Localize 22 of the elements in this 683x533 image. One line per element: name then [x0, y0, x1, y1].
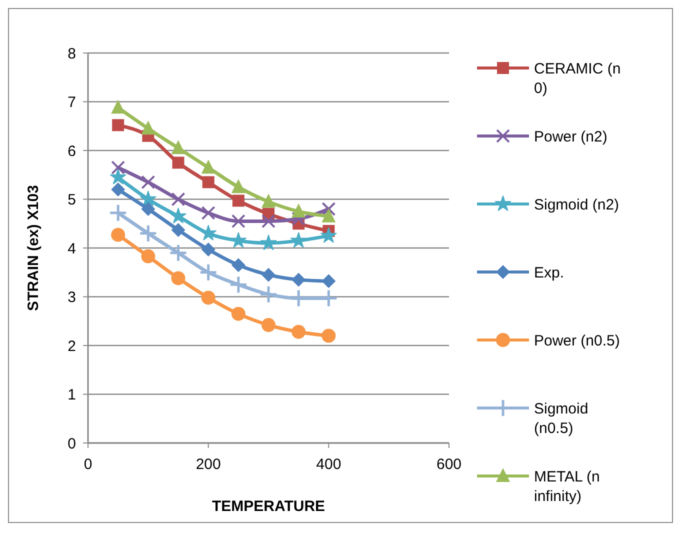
y-tick-label: 4	[68, 240, 76, 258]
x-axis-title: TEMPERATURE	[212, 498, 326, 515]
y-tick-label: 6	[68, 142, 76, 160]
y-tick-label: 8	[68, 45, 76, 62]
y-axis-title: STRAIN (ex) X103	[25, 185, 42, 311]
y-tick-label: 1	[68, 386, 76, 404]
legend-label: Sigmoid (n0.5)	[534, 400, 588, 437]
y-tick-label: 3	[68, 289, 76, 306]
y-tick-label: 0	[68, 435, 76, 452]
y-tick-label: 5	[68, 192, 76, 208]
y-tick-label: 7	[68, 94, 76, 111]
legend-label: Power (n0.5)	[534, 332, 620, 350]
x-tick-label: 200	[196, 456, 221, 473]
y-tick-label: 2	[68, 338, 76, 355]
legend-label: Power (n2)	[534, 128, 608, 146]
legend-label: Exp.	[534, 264, 564, 282]
x-tick-label: 600	[436, 456, 462, 473]
x-tick-label: 400	[316, 456, 342, 473]
legend-label: METAL (n infinity)	[534, 468, 600, 505]
legend-label: CERAMIC (n 0)	[534, 60, 621, 97]
legend-label: Sigmoid (n2)	[534, 196, 620, 214]
x-tick-label: 0	[84, 456, 92, 473]
